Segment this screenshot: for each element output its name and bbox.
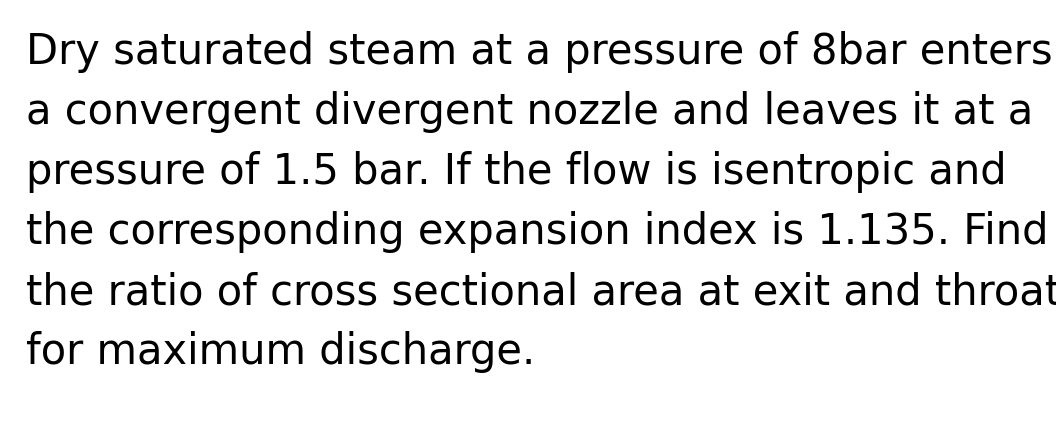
Text: Dry saturated steam at a pressure of 8bar enters
a convergent divergent nozzle a: Dry saturated steam at a pressure of 8ba… <box>26 31 1056 373</box>
